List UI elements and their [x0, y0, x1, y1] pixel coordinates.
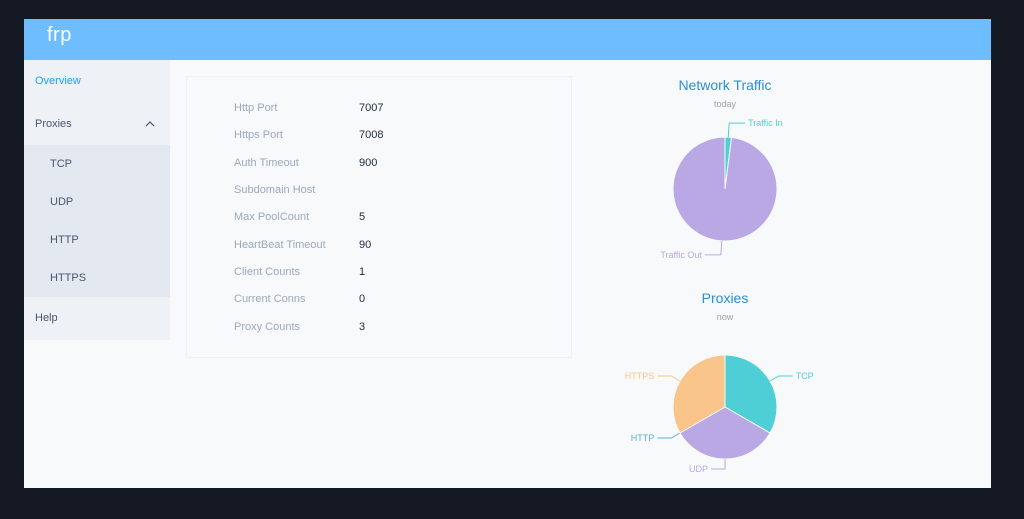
info-row-heartbeat-timeout: HeartBeat Timeout 90 — [187, 239, 573, 259]
sidebar-item-https[interactable]: HTTPS — [24, 259, 170, 297]
brand-logo[interactable]: frp — [47, 24, 72, 46]
chart-title-proxies: Proxies — [701, 290, 749, 306]
pie-leader-line-tcp — [769, 375, 793, 382]
info-label: Proxy Counts — [234, 321, 301, 333]
info-row-http-port: Http Port 7007 — [187, 102, 573, 122]
info-label: Subdomain Host — [234, 184, 316, 196]
info-label: Max PoolCount — [234, 211, 310, 223]
sidebar-item-proxies[interactable]: Proxies — [24, 105, 170, 143]
pie-slice-traffic-out[interactable] — [672, 136, 778, 242]
top-bar: frp — [24, 19, 991, 60]
pie-label-https: HTTPS — [625, 371, 655, 381]
info-label: Http Port — [234, 102, 278, 114]
info-value: 5 — [359, 211, 366, 223]
pie-label-tcp: TCP — [796, 371, 814, 381]
sidebar: Overview Proxies TCP UDP HTTP HTTPS Help — [24, 60, 170, 340]
proxies-submenu: TCP UDP HTTP HTTPS — [24, 145, 170, 297]
server-info-card: Http Port 7007 Https Port 7008 Auth Time… — [186, 76, 572, 358]
sidebar-item-label: HTTPS — [50, 272, 87, 284]
info-label: Auth Timeout — [234, 157, 299, 169]
pie-leader-line-traffic-in — [727, 122, 746, 138]
sidebar-item-help[interactable]: Help — [24, 299, 170, 337]
info-value: 7008 — [359, 129, 384, 141]
info-row-subdomain-host: Subdomain Host — [187, 184, 573, 204]
info-value: 90 — [359, 239, 372, 251]
info-value: 1 — [359, 266, 366, 278]
info-row-proxy-counts: Proxy Counts 3 — [187, 321, 573, 341]
sidebar-item-label: HTTP — [50, 234, 79, 246]
pie-slice-https[interactable] — [672, 354, 726, 434]
pie-leader-line-traffic-out — [704, 240, 723, 256]
info-value: 0 — [359, 293, 366, 305]
sidebar-item-label: Overview — [35, 75, 81, 87]
pie-leader-line-udp — [711, 459, 726, 470]
info-value: 7007 — [359, 102, 384, 114]
sidebar-item-tcp[interactable]: TCP — [24, 145, 170, 183]
chart-subtitle-network-traffic: today — [713, 99, 737, 109]
sidebar-item-label: UDP — [50, 196, 74, 208]
info-label: Current Conns — [234, 293, 306, 305]
pie-label-http: HTTP — [631, 433, 655, 443]
sidebar-item-label: Proxies — [35, 118, 72, 130]
sidebar-item-overview[interactable]: Overview — [24, 62, 170, 100]
pie-label-traffic-out: Traffic Out — [660, 250, 702, 260]
proxies-pie-chart: TCP UDP HTTP HTTPS — [625, 354, 814, 474]
info-label: Https Port — [234, 129, 283, 141]
chevron-up-icon — [145, 121, 155, 127]
info-row-client-counts: Client Counts 1 — [187, 266, 573, 286]
pie-slice-tcp[interactable] — [724, 354, 778, 434]
network-traffic-pie-chart: Traffic In Traffic Out — [660, 118, 783, 260]
chart-title-network-traffic: Network Traffic — [678, 77, 772, 93]
info-value: 900 — [359, 157, 378, 169]
pie-leader-line-https — [657, 375, 681, 382]
info-label: HeartBeat Timeout — [234, 239, 326, 251]
pie-leader-line-http — [657, 432, 681, 439]
sidebar-item-label: TCP — [50, 158, 72, 170]
pie-label-traffic-in: Traffic In — [748, 118, 783, 128]
pie-label-udp: UDP — [689, 464, 708, 474]
info-value: 3 — [359, 321, 366, 333]
info-label: Client Counts — [234, 266, 301, 278]
app-window: frp Overview Proxies TCP UDP HTTP HTTPS — [24, 19, 991, 488]
info-row-max-poolcount: Max PoolCount 5 — [187, 211, 573, 231]
info-row-auth-timeout: Auth Timeout 900 — [187, 157, 573, 177]
sidebar-item-label: Help — [35, 312, 58, 324]
sidebar-item-udp[interactable]: UDP — [24, 183, 170, 221]
sidebar-item-http[interactable]: HTTP — [24, 221, 170, 259]
chart-subtitle-proxies: now — [716, 312, 734, 322]
pie-slice-udp[interactable] — [679, 406, 771, 460]
info-row-https-port: Https Port 7008 — [187, 129, 573, 149]
info-row-current-conns: Current Conns 0 — [187, 293, 573, 313]
